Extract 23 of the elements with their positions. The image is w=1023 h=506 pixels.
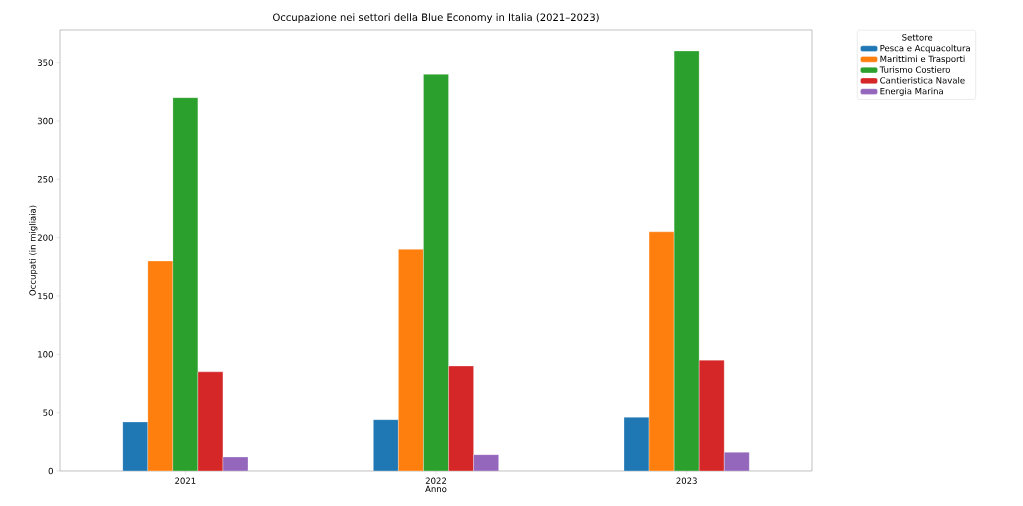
y-tick-label: 350 [37,59,53,66]
x-tick-label: 2021 [175,477,196,484]
legend-label: Pesca e Acquacoltura [880,44,970,54]
y-tick-label: 200 [37,234,53,241]
y-tick-label: 100 [38,351,53,358]
legend-label: Turismo Costiero [879,66,950,73]
legend-label: Cantieristica Navale [880,76,965,84]
bar [699,360,725,471]
bar [448,365,474,471]
x-tick-label: 2023 [676,477,697,484]
chart-title: Occupazione nei settori della Blue Economy in Italia (2021–2023) [273,13,599,23]
y-tick-label: 250 [37,176,53,183]
legend-title: Settore [902,34,933,41]
bar [197,371,224,471]
y-tick-label: 150 [38,292,53,300]
x-axis-title: Anno [425,485,447,493]
y-tick-label: 0 [48,467,53,475]
y-tick-label: 50 [43,409,53,416]
x-tick-label: 2022 [425,477,446,484]
y-tick-label: 300 [37,117,53,125]
legend-label: Energia Marina [880,87,943,96]
y-axis-title: Occupati (in migliaia) [29,205,38,296]
legend-label: Marittimi e Trasporti [880,55,965,64]
